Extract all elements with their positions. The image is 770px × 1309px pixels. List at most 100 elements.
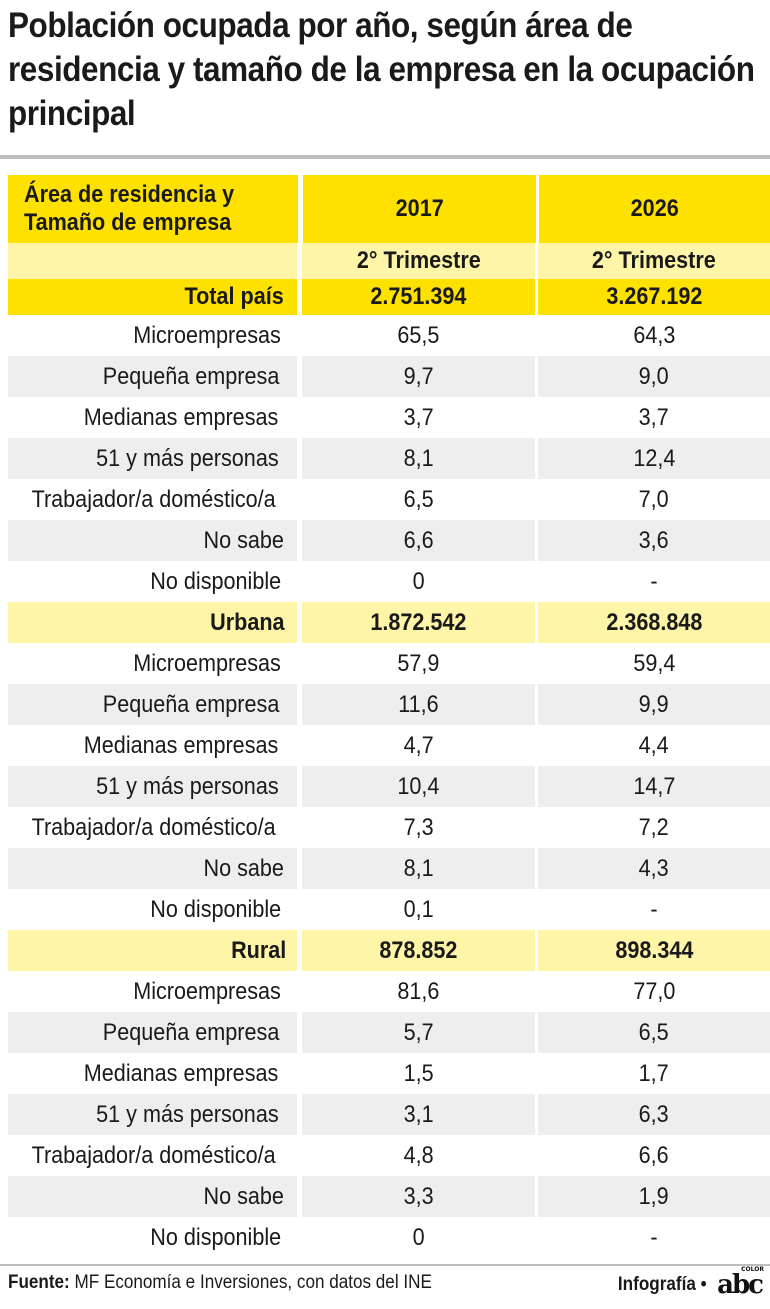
section-label: Rural [8,930,297,971]
section-total-2017-text: 2.751.394 [370,283,467,310]
value-2017: 3,3 [301,1176,535,1217]
row-label-text: Microempresas [133,321,281,349]
year-label: 2017 [395,195,444,222]
subheader-label: 2° Trimestre [592,247,716,274]
section-total-2017-text: 878.852 [379,936,458,964]
row-label-text: 51 y más personas [96,1100,279,1128]
value-2026: 77,0 [538,971,770,1012]
value-2026-text: 7,0 [638,485,669,513]
value-2026-text: 64,3 [632,321,675,349]
value-2017: 10,4 [301,766,535,807]
value-2017: 0 [302,1217,535,1258]
section-label-text: Rural [230,936,286,964]
row-label: Pequeña empresa [8,1012,297,1053]
section-total-2026: 2.368.848 [537,602,770,643]
row-label: No disponible [8,1217,297,1258]
row-label: 51 y más personas [8,1094,297,1135]
value-2017-text: 0,1 [403,895,434,923]
value-2026: 1,9 [537,1176,770,1217]
source-note: Fuente: MF Economía e Inversiones, con d… [8,1272,479,1294]
section-row: Total país 2.751.394 3.267.192 [8,279,770,315]
footer-divider [0,1264,770,1266]
value-2017: 0 [302,561,535,602]
section-total-2026-text: 3.267.192 [605,283,703,310]
subheader-empty [8,243,297,279]
value-2017-text: 5,7 [403,1018,434,1046]
row-label-text: No sabe [203,854,285,882]
row-label-text: Medianas empresas [83,403,279,431]
value-2026-text: 3,6 [638,526,669,554]
section-total-2017: 2.751.394 [301,279,535,315]
value-2026-text: 6,5 [638,1018,669,1046]
value-2017: 11,6 [301,684,535,725]
subheader-cell: 2° Trimestre [537,243,770,279]
value-2026-text: 7,2 [638,813,669,841]
data-table: Área de residencia y Tamaño de empresa 2… [8,175,770,1258]
credit: Infografía • abc COLOR [613,1266,764,1300]
value-2026-text: 77,0 [632,977,675,1005]
value-2026: 4,3 [537,848,770,889]
row-label-text: Medianas empresas [83,1059,279,1087]
value-2026-text: 1,9 [638,1182,669,1210]
value-2017: 81,6 [302,971,535,1012]
row-label-text: Trabajador/a doméstico/a [31,485,276,513]
credit-text: Infografía • [617,1274,707,1295]
subheader-label: 2° Trimestre [356,247,481,274]
value-2026: 14,7 [537,766,770,807]
value-2017-text: 4,8 [403,1141,434,1169]
table-row: No sabe 6,6 3,6 [8,520,770,561]
value-2017-text: 1,5 [403,1059,434,1087]
section-total-2017: 1.872.542 [301,602,535,643]
section-total-2026: 3.267.192 [537,279,770,315]
table-row: 51 y más personas 8,1 12,4 [8,438,770,479]
row-label: 51 y más personas [8,766,297,807]
value-2026-text: 4,3 [638,854,669,882]
value-2017-text: 3,3 [403,1182,434,1210]
value-2017: 4,7 [302,725,535,766]
row-label: No sabe [8,1176,297,1217]
value-2026-text: 59,4 [632,649,675,677]
row-label: No sabe [8,848,297,889]
value-2017-text: 4,7 [403,731,434,759]
value-2017: 1,5 [302,1053,535,1094]
row-label: 51 y más personas [8,438,297,479]
section-label: Urbana [8,602,297,643]
value-2017: 5,7 [301,1012,535,1053]
value-2026: 1,7 [538,1053,770,1094]
value-2026-text: - [650,1223,658,1251]
value-2026: 64,3 [538,315,770,356]
row-label-text: 51 y más personas [96,772,279,800]
section-row: Rural 878.852 898.344 [8,930,770,971]
value-2026: 9,9 [537,684,770,725]
table-row: Microempresas 57,9 59,4 [8,643,770,684]
row-label-text: Pequeña empresa [102,690,280,718]
value-2017-text: 6,6 [403,526,434,554]
value-2017-text: 0 [412,1223,425,1251]
table-row: Medianas empresas 4,7 4,4 [8,725,770,766]
source-text: MF Economía e Inversiones, con datos del… [69,1272,432,1293]
table-row: Microempresas 81,6 77,0 [8,971,770,1012]
row-label: Medianas empresas [8,1053,297,1094]
row-label-text: 51 y más personas [96,444,279,472]
table-row: Pequeña empresa 9,7 9,0 [8,356,770,397]
table-row: Medianas empresas 1,5 1,7 [8,1053,770,1094]
row-label: No disponible [8,561,297,602]
table-row: Pequeña empresa 11,6 9,9 [8,684,770,725]
table-row: Medianas empresas 3,7 3,7 [8,397,770,438]
value-2026: - [538,1217,770,1258]
table-row: No disponible 0,1 - [8,889,770,930]
value-2026: - [538,889,770,930]
value-2026-text: 12,4 [632,444,675,472]
row-label-text: Trabajador/a doméstico/a [31,1141,276,1169]
value-2026: 7,2 [538,807,770,848]
value-2026-text: 14,7 [632,772,675,800]
row-label-text: No sabe [203,526,285,554]
value-2026: 7,0 [538,479,770,520]
value-2017-text: 3,1 [403,1100,434,1128]
value-2026-text: 6,6 [638,1141,669,1169]
value-2017: 3,7 [302,397,535,438]
table-row: No sabe 8,1 4,3 [8,848,770,889]
value-2017-text: 11,6 [398,690,439,718]
value-2017: 4,8 [302,1135,535,1176]
value-2026: 4,4 [538,725,770,766]
